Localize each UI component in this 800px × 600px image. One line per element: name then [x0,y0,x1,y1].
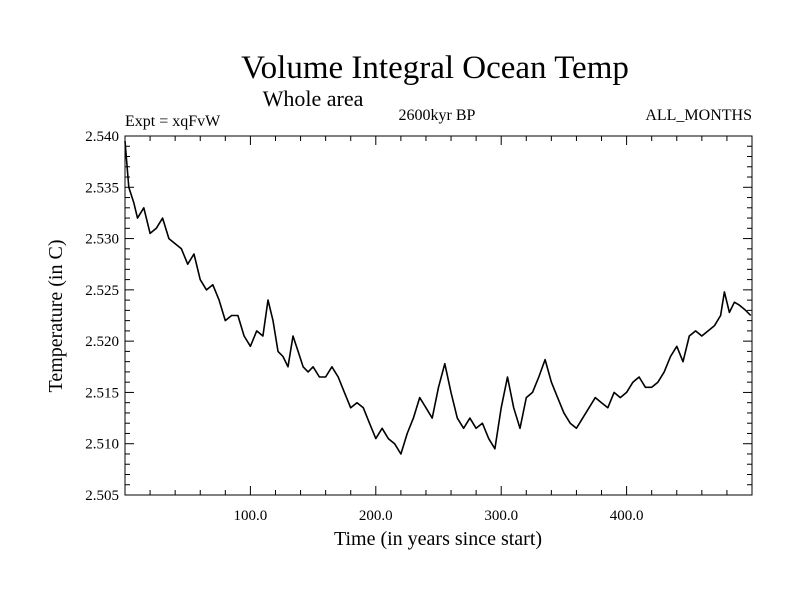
series-line [124,141,752,455]
months-label: ALL_MONTHS [645,107,752,124]
y-tick-label: 2.510 [85,437,119,453]
chart-subtitle: Whole area [263,86,364,111]
plot-content [124,141,752,455]
y-tick-label: 2.525 [85,283,119,299]
x-tick-label: 100.0 [234,508,268,524]
y-tick-label: 2.520 [85,334,119,350]
x-tick-label: 200.0 [359,508,393,524]
y-tick-label: 2.535 [85,180,119,196]
experiment-label: Expt = xqFvW [125,113,221,130]
y-tick-label: 2.530 [85,232,119,248]
y-axis-label: Temperature (in C) [45,240,67,393]
y-tick-label: 2.505 [85,488,119,504]
y-tick-label: 2.540 [85,129,119,145]
x-tick-label: 300.0 [484,508,518,524]
x-tick-label: 400.0 [610,508,644,524]
y-tick-label: 2.515 [85,385,119,401]
plot-frame [124,135,753,496]
period-label: 2600kyr BP [399,107,476,124]
y-axis: 2.505 2.510 2.515 2.520 2.525 2.530 2.535 2.540 [85,129,752,504]
chart-title: Volume Integral Ocean Temp [241,50,629,86]
x-axis-label: Time (in years since start) [334,528,542,550]
x-axis: 100.0 200.0 300.0 400.0 [149,136,728,524]
